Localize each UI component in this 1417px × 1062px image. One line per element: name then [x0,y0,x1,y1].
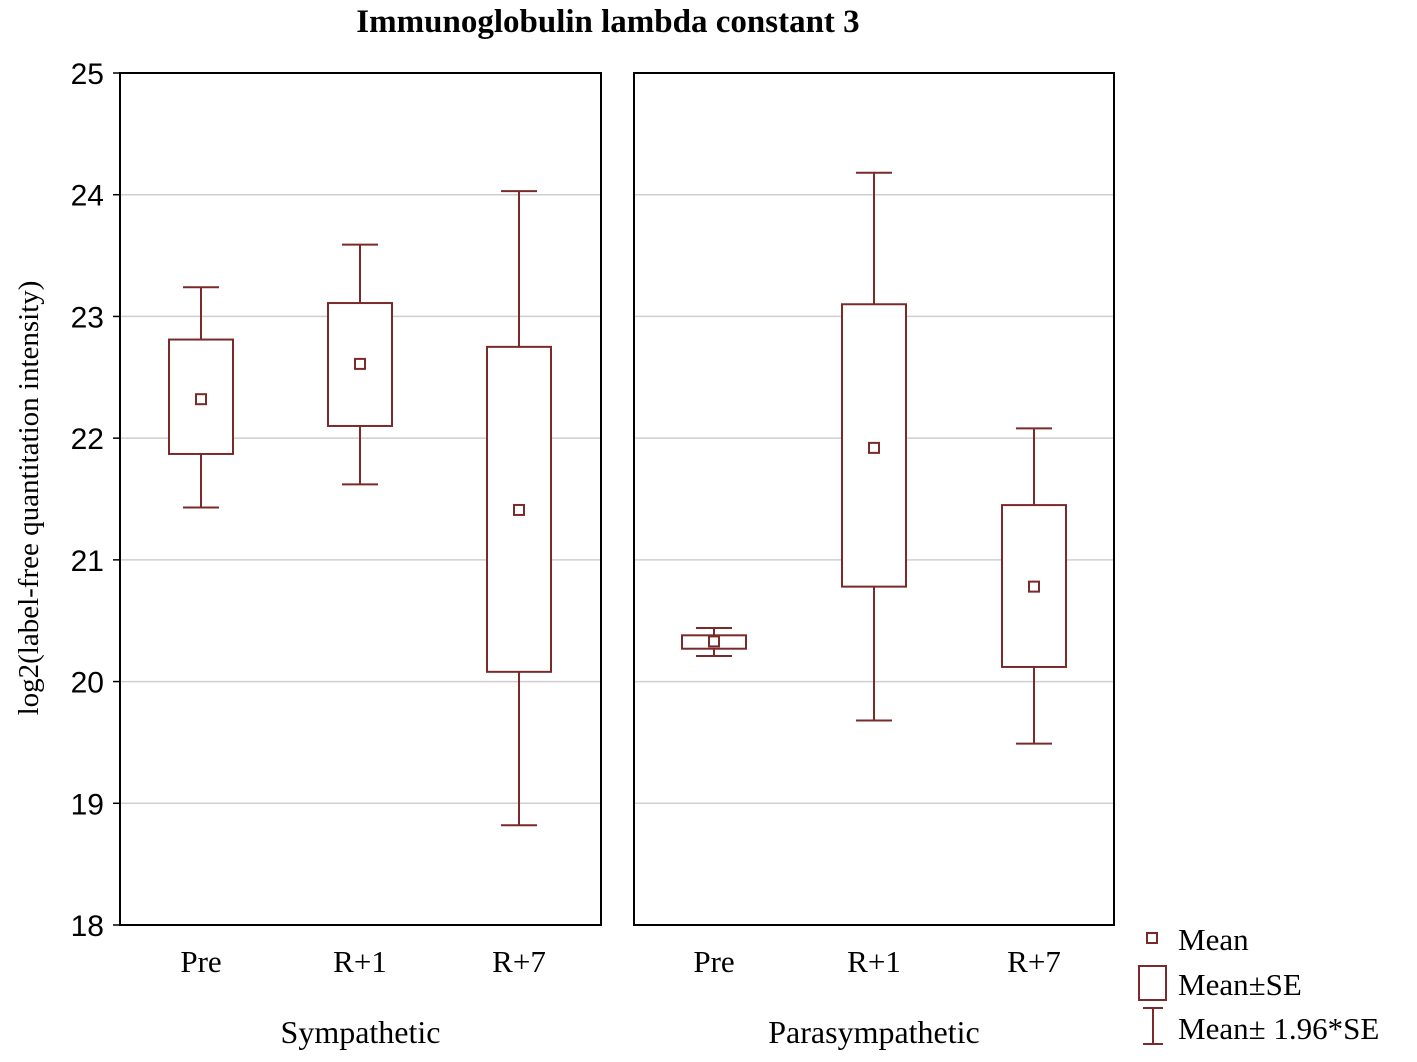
y-tick-label: 20 [71,667,104,700]
panel-frame [633,72,1115,926]
box-sympathetic-1 [327,243,393,486]
panel-sympathetic: Pre R+1 R+7 Sympathetic [119,72,602,1050]
box-parasympathetic-2 [1001,427,1067,745]
mean-marker [195,393,207,406]
y-axis-ticks: 18 19 20 21 22 23 24 25 [71,58,120,943]
x-tick-label: R+1 [847,944,901,979]
panel-parasympathetic: Pre R+1 R+7 Parasympathetic [633,72,1115,1050]
panels: Pre R+1 R+7 Sympathetic Pre R+1 R+7 Parasympath… [119,72,1115,1050]
mean-marker [1028,580,1040,593]
panel-frame [119,72,602,926]
mean-marker [513,503,525,516]
legend-se-label: Mean±SE [1178,967,1302,1002]
x-tick-label: Pre [180,944,221,979]
legend-mean-label: Mean [1178,922,1249,957]
x-tick-label: R+7 [492,944,546,979]
y-tick-label: 19 [71,788,104,821]
x-tick-label: Pre [693,944,734,979]
legend-mean-icon [1146,932,1158,944]
legend-ci-label: Mean± 1.96*SE [1178,1011,1379,1046]
y-tick-label: 25 [71,58,104,91]
y-tick-label: 23 [71,301,104,334]
mean-marker [354,357,366,370]
box-parasympathetic-0 [681,627,747,658]
y-axis-label: log2(label-free quantitation intensity) [13,281,45,716]
x-tick-label: R+1 [333,944,387,979]
mean-marker [708,635,720,648]
panel-label: Parasympathetic [768,1014,979,1050]
box-sympathetic-2 [486,190,552,827]
legend-ci-icon [1143,1007,1163,1045]
gridlines [120,193,1114,805]
mean-marker [868,441,880,454]
box-parasympathetic-1 [841,171,907,722]
y-tick-label: 22 [71,423,104,456]
y-tick-label: 24 [71,180,104,213]
y-tick-label: 18 [71,910,104,943]
y-tick-label: 21 [71,545,104,578]
legend: Mean Mean±SE Mean± 1.96*SE [1138,922,1379,1046]
box-sympathetic-0 [168,286,234,509]
legend-se-icon [1138,965,1167,1001]
x-tick-label: R+7 [1007,944,1061,979]
panel-label: Sympathetic [281,1014,441,1050]
chart-title: Immunoglobulin lambda constant 3 [356,4,859,40]
